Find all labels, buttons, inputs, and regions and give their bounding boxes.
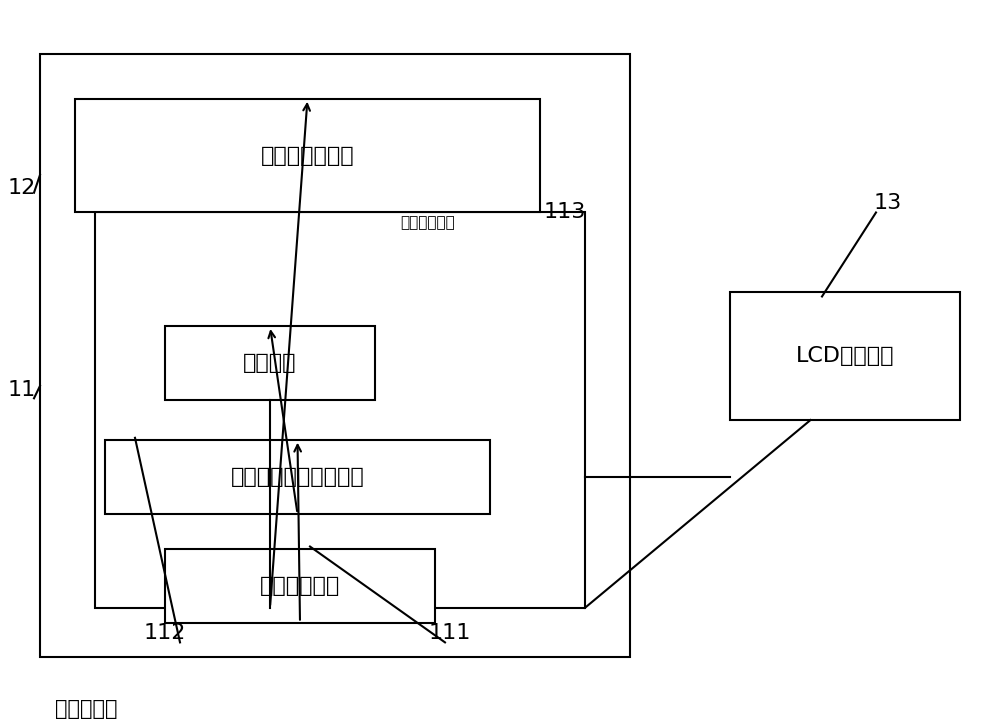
Text: 111: 111 [429, 622, 471, 643]
Text: 112: 112 [144, 622, 186, 643]
Text: LCD显示单元: LCD显示单元 [796, 346, 894, 366]
Text: 记录结构组件: 记录结构组件 [400, 215, 455, 230]
Bar [730, 292, 960, 420]
Text: 感性负载数据存储模块: 感性负载数据存储模块 [231, 467, 364, 487]
Bar [40, 54, 630, 657]
Bar [75, 99, 540, 212]
Text: 数据获取模块: 数据获取模块 [260, 575, 340, 596]
Text: 113: 113 [544, 202, 586, 222]
Text: 13: 13 [874, 193, 902, 212]
Bar [95, 212, 585, 608]
Bar [165, 326, 375, 400]
Bar [165, 549, 435, 622]
Text: 继电器电气结构: 继电器电气结构 [261, 146, 354, 165]
Text: 12: 12 [8, 178, 36, 198]
Text: 报警模块: 报警模块 [243, 353, 297, 373]
Text: 继电器组件: 继电器组件 [55, 699, 118, 718]
Text: 11: 11 [8, 380, 36, 401]
Bar [105, 440, 490, 514]
